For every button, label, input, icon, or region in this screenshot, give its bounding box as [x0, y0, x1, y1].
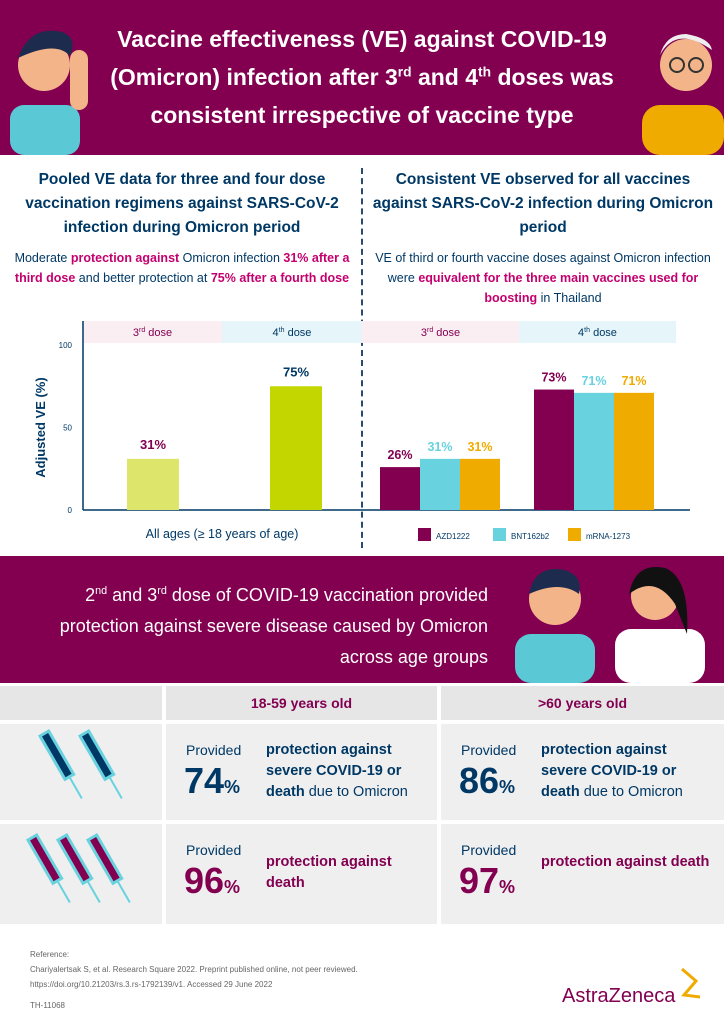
stat-cell: Provided 74% protection against severe C… — [166, 724, 437, 820]
provided-label: Provided — [186, 842, 242, 858]
left-subtitle: Moderate protection against Omicron infe… — [14, 251, 350, 285]
dose-band — [362, 321, 519, 343]
legend-swatch — [418, 528, 431, 541]
provided-label: Provided — [461, 842, 517, 858]
stat-description: protection against severe COVID-19 or de… — [266, 742, 408, 800]
reference-label: Reference: — [30, 950, 70, 959]
right-title: Consistent VE observed for all vaccines … — [372, 171, 714, 236]
category-label-4th-dose: 4th dose — [578, 327, 617, 339]
right-column-heading: Consistent VE observed for all vaccines … — [372, 168, 714, 308]
reference-citation: Chariyalertsak S, et al. Research Square… — [30, 965, 358, 974]
dose-band — [83, 321, 222, 343]
stat-value: 74% — [184, 760, 241, 801]
stat-cell: Provided 86% protection against severe C… — [441, 724, 724, 820]
references: Reference: Chariyalertsak S, et al. Rese… — [30, 947, 358, 1013]
data-label: 73% — [541, 371, 566, 385]
data-label: 31% — [467, 440, 492, 454]
category-label-3rd-dose: 3rd dose — [421, 327, 460, 339]
ve-bar-charts: 3rd dose 4th dose 3rd dose 4th dose 0 50 100 Ad… — [33, 321, 690, 541]
stat-description: protection against severe COVID-19 or de… — [541, 742, 683, 800]
stat-cell: Provided 96% protection against death — [166, 824, 437, 924]
y-tick-label: 50 — [63, 424, 72, 433]
bar-azd1222 — [380, 467, 420, 510]
bar-bnt162b2 — [574, 392, 614, 510]
astrazeneca-logo: AstraZeneca — [562, 985, 676, 1007]
stat-description: protection against death — [541, 854, 710, 870]
legend-swatch — [568, 528, 581, 541]
y-tick-label: 100 — [59, 341, 73, 350]
banner-text: 2nd and 3rd dose of COVID-19 vaccination… — [59, 585, 488, 667]
data-label: 26% — [387, 448, 412, 462]
legend-swatch — [493, 528, 506, 541]
left-column-heading: Pooled VE data for three and four dose v… — [12, 168, 352, 288]
data-label: 31% — [140, 437, 166, 452]
legend-label: BNT162b2 — [511, 532, 550, 541]
right-subtitle: VE of third or fourth vaccine doses agai… — [375, 251, 711, 305]
stat-value: 96% — [184, 860, 241, 901]
dose-band — [519, 321, 676, 343]
table-header-60-plus: >60 years old — [441, 686, 724, 720]
bar-bnt162b2 — [420, 458, 460, 510]
data-label: 71% — [621, 374, 646, 388]
three-syringes-icon — [0, 824, 162, 924]
astrazeneca-symbol-icon — [681, 967, 701, 999]
bar-mrna-1273 — [460, 458, 500, 510]
bar-azd1222 — [534, 389, 574, 510]
stat-value: 97% — [459, 860, 516, 901]
provided-label: Provided — [461, 742, 517, 758]
category-label-4th-dose: 4th dose — [273, 327, 312, 339]
reference-doi[interactable]: https://doi.org/10.21203/rs.3.rs-1792139… — [30, 980, 273, 989]
dose-band — [222, 321, 362, 343]
severe-disease-banner: 2nd and 3rd dose of COVID-19 vaccination… — [0, 556, 724, 683]
page-title: Vaccine effectiveness (VE) against COVID… — [110, 26, 614, 128]
data-label: 31% — [427, 440, 452, 454]
bar — [270, 386, 322, 510]
data-label: 71% — [581, 374, 606, 388]
provided-label: Provided — [186, 742, 242, 758]
data-label: 75% — [283, 364, 309, 379]
left-title: Pooled VE data for three and four dose v… — [25, 171, 339, 236]
two-syringes-icon — [0, 724, 162, 820]
stat-value: 86% — [459, 760, 516, 801]
document-code: TH-11068 — [30, 1001, 65, 1010]
elderly-man-illustration — [642, 34, 724, 155]
bar — [127, 458, 179, 510]
vaccination-illustration — [515, 567, 705, 683]
category-label-3rd-dose: 3rd dose — [133, 327, 172, 339]
man-flexing-illustration — [10, 30, 88, 155]
column-divider — [361, 168, 363, 548]
bar-mrna-1273 — [614, 392, 654, 510]
stat-cell: Provided 97% protection against death — [441, 824, 724, 924]
table-corner — [0, 686, 162, 720]
y-axis-label: Adjusted VE (%) — [33, 377, 48, 477]
stat-description: protection against death — [266, 854, 392, 891]
x-axis-label: All ages (≥ 18 years of age) — [146, 527, 299, 541]
header-banner: Vaccine effectiveness (VE) against COVID… — [0, 0, 724, 155]
y-tick-label: 0 — [68, 506, 73, 515]
legend-label: mRNA-1273 — [586, 532, 631, 541]
table-header-18-59: 18-59 years old — [166, 686, 437, 720]
legend-label: AZD1222 — [436, 532, 470, 541]
